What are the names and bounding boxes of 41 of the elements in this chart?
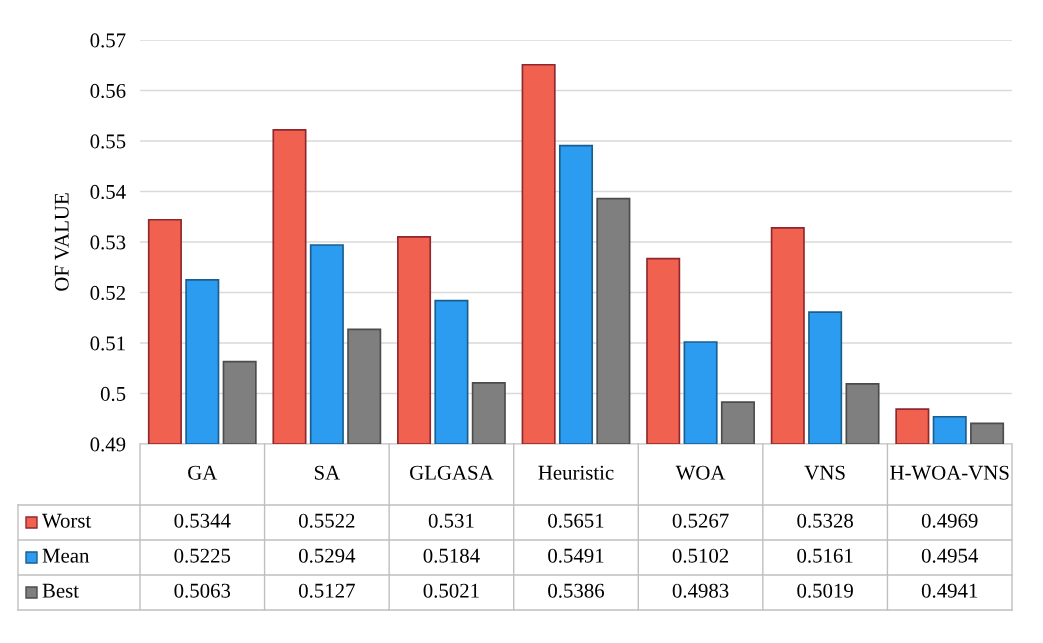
x-tick-label: GLGASA	[410, 465, 494, 480]
data-label: 0.4969	[921, 513, 978, 528]
data-label: 0.5021	[423, 583, 479, 598]
y-tick-label: 0.53	[90, 235, 126, 250]
data-label: 0.5328	[797, 513, 853, 528]
y-tick-label: 0.5	[100, 386, 126, 402]
data-label: 0.5161	[797, 548, 853, 563]
data-label: 0.5267	[672, 513, 729, 528]
data-label: 0.531	[428, 513, 474, 528]
data-label: 0.5127	[299, 583, 355, 598]
data-label: 0.4954	[921, 548, 979, 563]
legend-label: Worst	[42, 513, 92, 528]
data-label: 0.4983	[672, 583, 729, 598]
data-label: 0.5102	[672, 548, 729, 563]
data-label: 0.5294	[299, 548, 356, 563]
y-tick-label: 0.54	[90, 184, 126, 200]
data-label: 0.5522	[299, 513, 355, 528]
y-tick-label: 0.52	[90, 285, 125, 301]
y-tick-label: 0.49	[90, 437, 126, 452]
x-tick-label: WOA	[675, 465, 726, 480]
y-axis-title: OF VALUE	[54, 193, 69, 291]
data-label: 0.5386	[548, 583, 605, 598]
x-tick-label: Heuristic	[538, 465, 614, 480]
x-tick-label: H-WOA-VNS	[890, 465, 1009, 480]
data-label: 0.5019	[797, 583, 853, 598]
data-label: 0.5491	[548, 548, 604, 563]
data-label: 0.5344	[174, 513, 231, 528]
data-label: 0.5225	[174, 548, 231, 563]
x-tick-label: VNS	[804, 465, 845, 480]
legend-label: Mean	[42, 548, 90, 563]
y-tick-label: 0.55	[90, 134, 126, 149]
x-tick-label: GA	[188, 465, 218, 480]
y-tick-label: 0.57	[90, 33, 126, 48]
legend-label: Best	[42, 583, 79, 598]
data-label: 0.5063	[174, 583, 231, 598]
data-label: 0.5184	[423, 548, 480, 563]
y-tick-label: 0.51	[90, 336, 125, 351]
y-tick-label: 0.56	[90, 83, 126, 99]
data-label: 0.4941	[921, 583, 978, 598]
x-tick-label: SA	[314, 465, 341, 480]
data-label: 0.5651	[548, 513, 604, 528]
